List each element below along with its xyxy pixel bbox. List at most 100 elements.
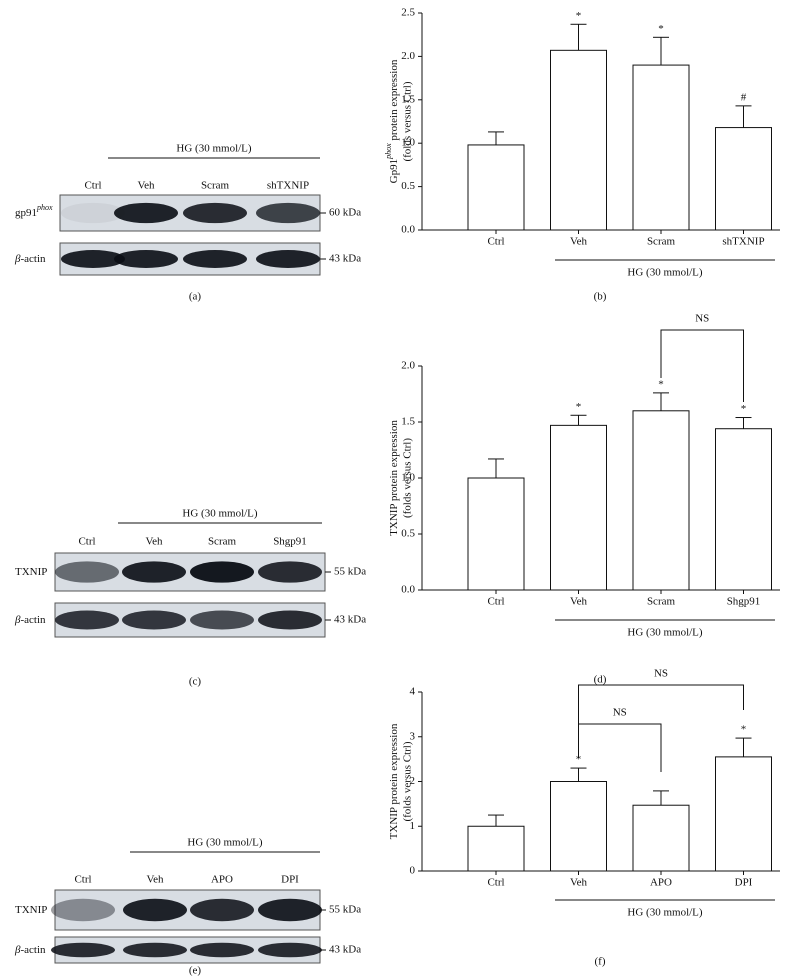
lane-label: Ctrl	[74, 874, 91, 886]
x-tick-label: Scram	[647, 596, 676, 608]
row-label-part: TXNIP	[15, 904, 47, 916]
annotation: *	[741, 403, 747, 415]
blot-band	[122, 561, 186, 583]
y-axis-label-2: (folds versus Ctrl)	[402, 81, 414, 161]
row-label-part: -actin	[20, 614, 46, 626]
blot-band	[190, 898, 254, 922]
group-label: HG (30 mmol/L)	[187, 837, 262, 849]
x-tick-label: Shgp91	[727, 596, 761, 608]
row-label-part: β	[14, 614, 21, 626]
row-label-part: phox	[36, 203, 53, 212]
row-label: β-actin	[14, 614, 46, 626]
y-label-part: protein expression	[388, 59, 400, 143]
row-label: TXNIP	[15, 904, 47, 916]
size-label: 55 kDa	[334, 566, 366, 578]
panel-label: (d)	[594, 674, 607, 686]
group-label: HG (30 mmol/L)	[627, 907, 702, 919]
blot-band	[183, 250, 247, 268]
blot-band	[258, 610, 322, 630]
row-label-part: TXNIP	[15, 566, 47, 578]
y-label-part: TXNIP protein expression	[388, 723, 400, 839]
annotation: *	[658, 23, 664, 35]
row-label-part: -actin	[20, 944, 46, 956]
group-label: HG (30 mmol/L)	[627, 267, 702, 279]
y-tick-label: 1.0	[401, 137, 415, 149]
blot-band	[55, 610, 119, 630]
lane-label: Veh	[137, 180, 155, 192]
bracket-label: NS	[654, 668, 668, 680]
significance-bracket	[578, 723, 662, 772]
lane-label: shTXNIP	[267, 180, 309, 192]
x-tick-label: DPI	[735, 877, 753, 889]
y-tick-label: 3	[410, 730, 416, 742]
lane-label: Shgp91	[273, 536, 307, 548]
bar	[550, 781, 607, 872]
blot-band	[51, 942, 115, 958]
size-label: 43 kDa	[334, 614, 366, 626]
y-label-part: TXNIP protein expression	[388, 420, 400, 536]
blot-band	[258, 561, 322, 583]
bar	[467, 825, 525, 872]
size-label: 55 kDa	[329, 904, 361, 916]
x-tick-label: Ctrl	[487, 877, 504, 889]
y-tick-label: 1.5	[401, 416, 415, 428]
panel-label: (b)	[594, 291, 607, 303]
x-tick-label: Veh	[570, 236, 588, 248]
y-tick-label: 0.0	[401, 224, 415, 236]
y-axis-label: TXNIP protein expression	[388, 723, 400, 839]
panel-label: (c)	[189, 676, 202, 688]
significance-bracket	[660, 329, 744, 402]
blot-band	[256, 250, 320, 268]
y-axis-label: TXNIP protein expression	[388, 420, 400, 536]
annotation: #	[741, 91, 747, 103]
row-label: β-actin	[14, 253, 46, 265]
lane-label: Scram	[201, 180, 230, 192]
annotation: *	[576, 10, 582, 22]
panel-label: (a)	[189, 291, 202, 303]
blot-band	[190, 942, 254, 958]
lane-label: Veh	[146, 874, 164, 886]
panel-label: (e)	[189, 965, 202, 977]
y-label-part: phox	[384, 143, 393, 160]
y-axis-label: Gp91phox protein expression	[384, 59, 399, 183]
row-label: β-actin	[14, 944, 46, 956]
panel-label: (f)	[595, 956, 606, 968]
y-tick-label: 1.5	[401, 93, 415, 105]
size-label: 60 kDa	[329, 207, 361, 219]
annotation: *	[741, 724, 747, 736]
annotation: *	[576, 401, 582, 413]
y-tick-label: 2.0	[401, 50, 415, 62]
blot-band	[258, 942, 322, 958]
x-tick-label: Ctrl	[487, 236, 504, 248]
blot-band	[114, 202, 178, 224]
y-tick-label: 1.0	[401, 472, 415, 484]
blot-band	[190, 561, 254, 583]
y-tick-label: 0.5	[401, 180, 415, 192]
lane-label: Scram	[208, 536, 237, 548]
x-tick-label: Veh	[570, 596, 588, 608]
y-axis-label-2: (folds versus Ctrl)	[402, 438, 414, 518]
bar	[632, 804, 690, 872]
x-tick-label: Scram	[647, 236, 676, 248]
size-label: 43 kDa	[329, 944, 361, 956]
size-label: 43 kDa	[329, 253, 361, 265]
annotation: *	[658, 378, 664, 390]
bar	[550, 49, 607, 231]
row-label-part: β	[14, 944, 21, 956]
x-tick-label: Ctrl	[487, 596, 504, 608]
blot-band	[55, 561, 119, 583]
blot-band	[183, 202, 247, 224]
bracket-label: NS	[613, 707, 627, 719]
y-tick-label: 2	[410, 775, 416, 787]
y-axis-label-2: (folds versus Ctrl)	[402, 741, 414, 821]
blot-band	[61, 202, 125, 224]
lane-label: APO	[211, 874, 233, 886]
x-tick-label: Veh	[570, 877, 588, 889]
row-label: TXNIP	[15, 566, 47, 578]
row-label-part: gp91	[15, 207, 37, 219]
y-tick-label: 2.0	[401, 360, 415, 372]
y-tick-label: 0.0	[401, 584, 415, 596]
group-label: HG (30 mmol/L)	[176, 143, 251, 155]
y-tick-label: 4	[410, 686, 416, 698]
